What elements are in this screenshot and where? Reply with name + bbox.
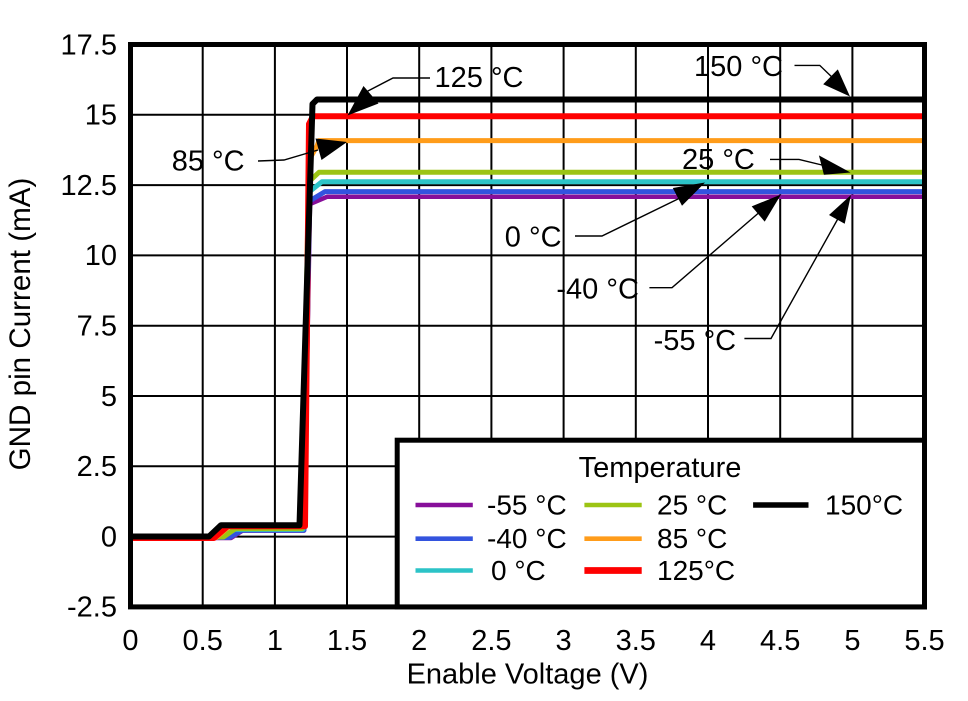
svg-text:25 °C: 25 °C: [682, 144, 755, 176]
svg-text:-2.5: -2.5: [67, 592, 117, 624]
svg-text:85 °C: 85 °C: [172, 146, 245, 178]
svg-text:12.5: 12.5: [61, 170, 117, 202]
svg-text:-55 °C: -55 °C: [487, 489, 567, 520]
svg-text:2.5: 2.5: [471, 625, 511, 657]
svg-text:0 °C: 0 °C: [505, 222, 562, 254]
svg-text:-55 °C: -55 °C: [654, 325, 737, 357]
svg-text:15: 15: [85, 100, 117, 132]
svg-text:125°C: 125°C: [657, 555, 735, 586]
svg-text:3.5: 3.5: [616, 625, 656, 657]
svg-text:0.5: 0.5: [183, 625, 223, 657]
svg-text:17.5: 17.5: [61, 29, 117, 61]
svg-text:150 °C: 150 °C: [694, 51, 783, 83]
svg-text:0: 0: [122, 625, 138, 657]
svg-text:Enable Voltage (V): Enable Voltage (V): [407, 659, 649, 691]
svg-text:4.5: 4.5: [760, 625, 800, 657]
svg-text:2: 2: [411, 625, 427, 657]
svg-text:5: 5: [101, 381, 117, 413]
svg-text:4: 4: [700, 625, 716, 657]
svg-text:-40 °C: -40 °C: [556, 274, 639, 306]
svg-text:25 °C: 25 °C: [657, 489, 727, 520]
svg-text:GND pin Current (mA): GND pin Current (mA): [4, 178, 37, 471]
svg-text:150°C: 150°C: [825, 489, 903, 520]
svg-text:1: 1: [267, 625, 283, 657]
svg-text:85 °C: 85 °C: [657, 523, 727, 554]
svg-text:1.5: 1.5: [327, 625, 367, 657]
svg-text:3: 3: [556, 625, 572, 657]
svg-text:-40 °C: -40 °C: [487, 523, 567, 554]
svg-text:5: 5: [844, 625, 860, 657]
svg-text:0 °C: 0 °C: [491, 555, 546, 586]
svg-text:Temperature: Temperature: [579, 452, 742, 484]
svg-text:125 °C: 125 °C: [435, 62, 524, 94]
svg-text:5.5: 5.5: [904, 625, 944, 657]
svg-text:0: 0: [101, 521, 117, 553]
svg-text:10: 10: [85, 240, 117, 272]
svg-text:2.5: 2.5: [77, 451, 117, 483]
svg-text:7.5: 7.5: [77, 311, 117, 343]
